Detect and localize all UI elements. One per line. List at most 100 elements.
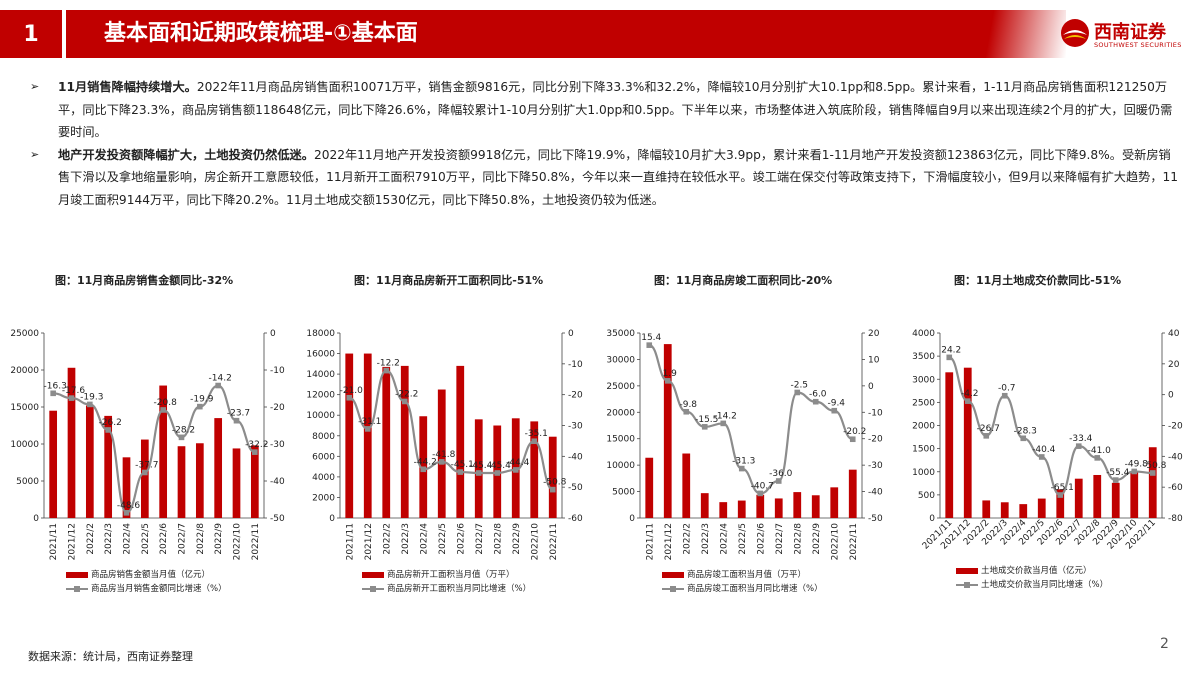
line-point	[1001, 392, 1008, 399]
line-point	[757, 490, 764, 497]
left-tick-label: 2500	[912, 398, 935, 408]
line-point	[983, 433, 990, 439]
category-label: 2021/11	[345, 523, 355, 560]
data-label: 1.9	[663, 369, 678, 379]
bar	[1037, 498, 1046, 518]
bar	[548, 436, 557, 518]
bullet-investment: ➢ 地产开发投资额降幅扩大，土地投资仍然低迷。2022年11月地产开发投资额99…	[30, 144, 1180, 212]
chart-legend: 土地成交价款当月值（亿元） 土地成交价款当月同比增速（%）	[956, 564, 1108, 592]
data-label: -6.0	[809, 390, 827, 400]
line-point	[215, 382, 221, 389]
line-point	[812, 398, 819, 405]
category-label: 2022/8	[493, 523, 503, 555]
data-label: -0.7	[998, 384, 1016, 394]
category-label: 2022/11	[549, 523, 559, 560]
category-label: 2022/2	[682, 523, 692, 555]
line-point	[50, 390, 56, 397]
bullet-lead: 地产开发投资额降幅扩大，土地投资仍然低迷。	[58, 147, 314, 162]
legend-line-entry: 商品房当月销售金额同比增速（%）	[66, 582, 227, 596]
category-label: 2022/5	[141, 523, 151, 555]
legend-line-label: 商品房竣工面积当月同比增速（%）	[687, 584, 823, 594]
left-tick-label: 10000	[10, 440, 39, 450]
left-tick-label: 2000	[912, 422, 935, 432]
category-label: 2022/7	[775, 523, 785, 555]
data-label: -20.2	[843, 427, 866, 437]
bullet-arrow-icon: ➢	[30, 147, 40, 161]
category-label: 2022/3	[104, 523, 114, 555]
category-label: 2022/11	[849, 523, 859, 560]
category-label: 2022/6	[159, 523, 169, 555]
data-label: -26.2	[99, 418, 122, 428]
bar	[214, 418, 223, 518]
data-label: -28.3	[1014, 426, 1037, 436]
line-point	[1149, 470, 1156, 476]
bar	[793, 492, 802, 518]
left-tick-label: 30000	[606, 355, 635, 365]
category-label: 2022/9	[214, 523, 224, 555]
bar	[1148, 447, 1157, 518]
series-line	[348, 369, 554, 491]
left-tick-label: 12000	[306, 391, 335, 401]
data-label: -14.2	[209, 374, 232, 384]
bar	[645, 457, 654, 518]
bar	[663, 344, 672, 518]
page-number: 2	[1160, 636, 1169, 652]
left-tick-label: 0	[33, 514, 39, 524]
data-label: -41.0	[1088, 446, 1112, 456]
right-tick-label: -40	[1168, 452, 1183, 462]
chart-panel-3: 图：11月商品房竣工面积同比-20% 0 5000 10000 15000 20000 25…	[596, 262, 896, 602]
line-point	[252, 449, 258, 455]
right-tick-label: -50	[568, 483, 583, 493]
bar	[363, 353, 372, 518]
left-tick-label: 20000	[606, 408, 635, 418]
data-label: -49.8	[1125, 459, 1149, 469]
bar	[848, 469, 857, 518]
bar	[756, 494, 765, 518]
data-label: -33.4	[1069, 434, 1093, 444]
category-label: 2022/6	[756, 523, 766, 555]
data-label: -21.0	[340, 386, 364, 396]
category-label: 2022/4	[719, 523, 729, 555]
data-label: -41.8	[432, 450, 456, 460]
category-label: 2022/9	[812, 523, 822, 555]
legend-line-label: 土地成交价款当月同比增速（%）	[981, 580, 1109, 590]
line-point	[664, 378, 671, 384]
line-point	[364, 426, 371, 432]
category-label: 2022/5	[438, 523, 448, 555]
bar	[963, 367, 972, 518]
left-tick-label: 3500	[912, 352, 935, 362]
legend-bar-swatch	[66, 571, 88, 578]
bar	[719, 502, 728, 518]
line-point	[68, 395, 75, 401]
data-source: 数据来源：统计局，西南证券整理	[28, 650, 193, 663]
right-tick-label: -40	[868, 488, 883, 498]
bar	[1019, 504, 1028, 518]
chart-panel-1: 图：11月商品房销售金额同比-32% 0 5000 10000 15000 20000 25…	[0, 262, 300, 602]
line-point	[1075, 443, 1082, 449]
left-tick-label: 10000	[306, 411, 335, 421]
logo-text-en: SOUTHWEST SECURITIES	[1094, 41, 1182, 49]
category-label: 2022/10	[233, 523, 243, 561]
bar	[250, 445, 259, 518]
line-point	[494, 470, 501, 476]
left-tick-label: 3000	[912, 375, 935, 385]
bar	[195, 443, 204, 518]
line-point	[512, 467, 519, 473]
bar	[774, 498, 783, 518]
bar	[140, 439, 149, 518]
left-tick-label: 15000	[606, 435, 635, 445]
line-point	[683, 408, 690, 415]
data-label: -15.5	[695, 415, 718, 425]
category-label: 2022/7	[178, 523, 188, 555]
data-label: -40.7	[751, 481, 774, 491]
line-point	[197, 403, 203, 410]
right-tick-label: -20	[1168, 422, 1183, 432]
chart-title: 图：11月土地成交价款同比-51%	[954, 274, 1122, 287]
category-label: 2022/2	[86, 523, 96, 555]
bullet-lead: 11月销售降幅持续增大。	[58, 80, 197, 94]
chart-legend: 商品房销售金额当月值（亿元） 商品房当月销售金额同比增速（%）	[66, 568, 227, 596]
data-label: -16.3	[44, 381, 67, 391]
right-tick-label: 0	[568, 329, 574, 339]
data-label: -17.6	[62, 386, 86, 396]
legend-line-entry: 商品房竣工面积当月同比增速（%）	[662, 582, 823, 596]
